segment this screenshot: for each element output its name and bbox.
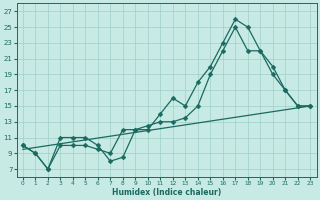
X-axis label: Humidex (Indice chaleur): Humidex (Indice chaleur) (112, 188, 221, 197)
